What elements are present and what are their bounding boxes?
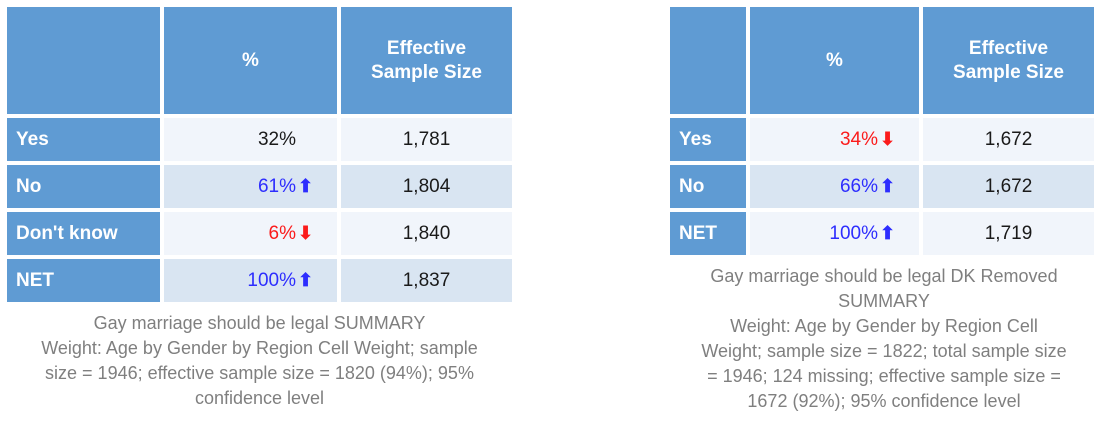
- row-label-net: NET: [7, 259, 160, 302]
- row-label-yes: Yes: [7, 118, 160, 161]
- table-row-net: NET 100% ⬆ 1,837: [7, 259, 512, 302]
- header-row: % Effective Sample Size: [7, 7, 512, 114]
- caption-line: SUMMARY: [838, 291, 930, 311]
- caption-line: 1672 (92%); 95% confidence level: [747, 391, 1021, 411]
- percent-value: 100%: [247, 269, 296, 291]
- percent-cell: 100% ⬆: [750, 212, 919, 255]
- caption-line: = 1946; 124 missing; effective sample si…: [707, 366, 1061, 386]
- effective-sample-size-column-header: Effective Sample Size: [923, 7, 1094, 114]
- caption-line: size = 1946; effective sample size = 182…: [45, 363, 474, 383]
- effective-sample-size-cell: 1,781: [341, 118, 512, 161]
- up-arrow-icon: ⬆: [880, 175, 896, 196]
- corner-header-cell: [7, 7, 160, 114]
- caption-line: Weight: Age by Gender by Region Cell Wei…: [41, 338, 478, 358]
- up-arrow-icon: ⬆: [298, 269, 314, 290]
- down-arrow-icon: ⬇: [298, 222, 314, 243]
- percent-column-header: %: [750, 7, 919, 114]
- row-label-net: NET: [670, 212, 746, 255]
- percent-value: 100%: [829, 222, 878, 244]
- caption-line: Weight: Age by Gender by Region Cell: [730, 316, 1038, 336]
- table-row-no: No 61% ⬆ 1,804: [7, 165, 512, 208]
- percent-cell: 100% ⬆: [164, 259, 337, 302]
- dk-removed-table-block[interactable]: % Effective Sample Size Yes 34% ⬇ 1,672 N…: [666, 3, 1102, 414]
- effective-sample-size-column-header: Effective Sample Size: [341, 7, 512, 114]
- table-row-yes: Yes 32% 1,781: [7, 118, 512, 161]
- percent-cell: 61% ⬆: [164, 165, 337, 208]
- caption-line: Gay marriage should be legal DK Removed: [710, 266, 1058, 286]
- summary-table[interactable]: % Effective Sample Size Yes 32% 1,781 No…: [3, 3, 516, 306]
- row-label-no: No: [670, 165, 746, 208]
- down-arrow-icon: ⬇: [880, 128, 896, 149]
- percent-value: 32%: [257, 128, 296, 150]
- effective-sample-size-cell: 1,672: [923, 165, 1094, 208]
- table-row-yes: Yes 34% ⬇ 1,672: [670, 118, 1094, 161]
- percent-cell: 6% ⬇: [164, 212, 337, 255]
- dk-removed-table-caption: Gay marriage should be legal DK Removed …: [652, 264, 1105, 414]
- summary-table-block[interactable]: % Effective Sample Size Yes 32% 1,781 No…: [3, 3, 516, 411]
- caption-line: confidence level: [194, 388, 325, 408]
- effective-sample-size-cell: 1,837: [341, 259, 512, 302]
- percent-column-header: %: [164, 7, 337, 114]
- table-row-dont-know: Don't know 6% ⬇ 1,840: [7, 212, 512, 255]
- percent-cell: 66% ⬆: [750, 165, 919, 208]
- up-arrow-icon: ⬆: [298, 175, 314, 196]
- table-row-net: NET 100% ⬆ 1,719: [670, 212, 1094, 255]
- summary-table-caption: Gay marriage should be legal SUMMARY Wei…: [3, 311, 516, 411]
- row-label-no: No: [7, 165, 160, 208]
- effective-sample-size-cell: 1,804: [341, 165, 512, 208]
- row-label-dont-know: Don't know: [7, 212, 160, 255]
- percent-value: 61%: [257, 175, 296, 197]
- table-row-no: No 66% ⬆ 1,672: [670, 165, 1094, 208]
- effective-sample-size-cell: 1,672: [923, 118, 1094, 161]
- up-arrow-icon: ⬆: [880, 222, 896, 243]
- caption-line: Weight; sample size = 1822; total sample…: [701, 341, 1067, 361]
- percent-value: 34%: [839, 128, 878, 150]
- caption-line: Gay marriage should be legal SUMMARY: [93, 313, 426, 333]
- percent-cell: 34% ⬇: [750, 118, 919, 161]
- header-row: % Effective Sample Size: [670, 7, 1094, 114]
- effective-sample-size-cell: 1,719: [923, 212, 1094, 255]
- row-label-yes: Yes: [670, 118, 746, 161]
- percent-value: 6%: [268, 222, 296, 244]
- corner-header-cell: [670, 7, 746, 114]
- effective-sample-size-cell: 1,840: [341, 212, 512, 255]
- percent-cell: 32%: [164, 118, 337, 161]
- dk-removed-table[interactable]: % Effective Sample Size Yes 34% ⬇ 1,672 N…: [666, 3, 1098, 259]
- percent-value: 66%: [839, 175, 878, 197]
